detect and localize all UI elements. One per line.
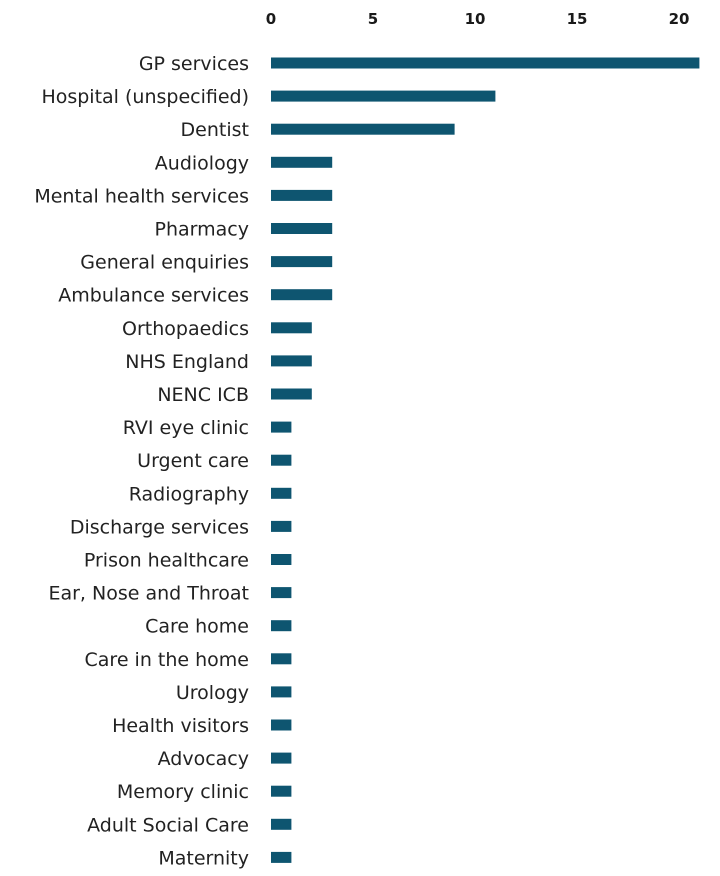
- category-label: Discharge services: [70, 516, 249, 538]
- bar: [271, 587, 292, 599]
- category-labels: GP services Hospital (unspecified) Dentist…: [34, 53, 249, 869]
- category-label: Orthopaedics: [122, 318, 249, 340]
- x-tick-label: 5: [368, 10, 378, 28]
- category-label: Pharmacy: [155, 219, 249, 241]
- bar: [271, 454, 292, 466]
- bar: [271, 90, 496, 102]
- category-label: Mental health services: [34, 185, 249, 207]
- category-label: NENC ICB: [157, 384, 249, 406]
- x-tick-label: 20: [669, 10, 690, 28]
- bar: [271, 289, 333, 301]
- bar: [271, 686, 292, 698]
- category-label: Care in the home: [85, 649, 249, 671]
- bar: [271, 818, 292, 830]
- category-label: Ear, Nose and Throat: [48, 583, 249, 605]
- category-label: Ambulance services: [58, 285, 249, 307]
- x-tick-label: 0: [266, 10, 276, 28]
- category-label: Maternity: [158, 847, 249, 869]
- category-label: Urgent care: [137, 450, 249, 472]
- category-label: Dentist: [181, 119, 249, 141]
- bar: [271, 520, 292, 532]
- bar: [271, 752, 292, 764]
- category-label: Advocacy: [158, 748, 249, 770]
- category-label: Care home: [145, 616, 249, 638]
- bar: [271, 785, 292, 797]
- bar: [271, 322, 312, 334]
- bar: [271, 653, 292, 665]
- category-label: Prison healthcare: [84, 550, 249, 572]
- category-label: GP services: [139, 53, 249, 75]
- category-label: Adult Social Care: [87, 814, 249, 836]
- bar: [271, 421, 292, 433]
- category-label: Urology: [176, 682, 249, 704]
- category-label: General enquiries: [80, 252, 249, 274]
- category-label: NHS England: [125, 351, 249, 373]
- bar: [271, 189, 333, 201]
- x-tick-label: 10: [465, 10, 486, 28]
- category-label: Radiography: [129, 483, 249, 505]
- bar: [271, 223, 333, 234]
- bar: [271, 487, 292, 499]
- bar: [271, 554, 292, 565]
- bar: [271, 355, 312, 367]
- bar: [271, 388, 312, 400]
- category-label: RVI eye clinic: [123, 417, 249, 439]
- x-tick-label: 15: [567, 10, 588, 28]
- x-axis-ticks: 0 5 10 15 20: [266, 10, 690, 28]
- bar: [271, 851, 292, 863]
- bar: [271, 156, 333, 168]
- category-label: Hospital (unspecified): [41, 86, 249, 108]
- category-label: Health visitors: [112, 715, 249, 737]
- category-label: Memory clinic: [117, 781, 249, 803]
- bar: [271, 123, 455, 135]
- bar: [271, 57, 700, 69]
- bar: [271, 620, 292, 632]
- category-label: Audiology: [155, 152, 249, 174]
- bar: [271, 256, 333, 268]
- bar: [271, 719, 292, 731]
- bars: [271, 57, 700, 863]
